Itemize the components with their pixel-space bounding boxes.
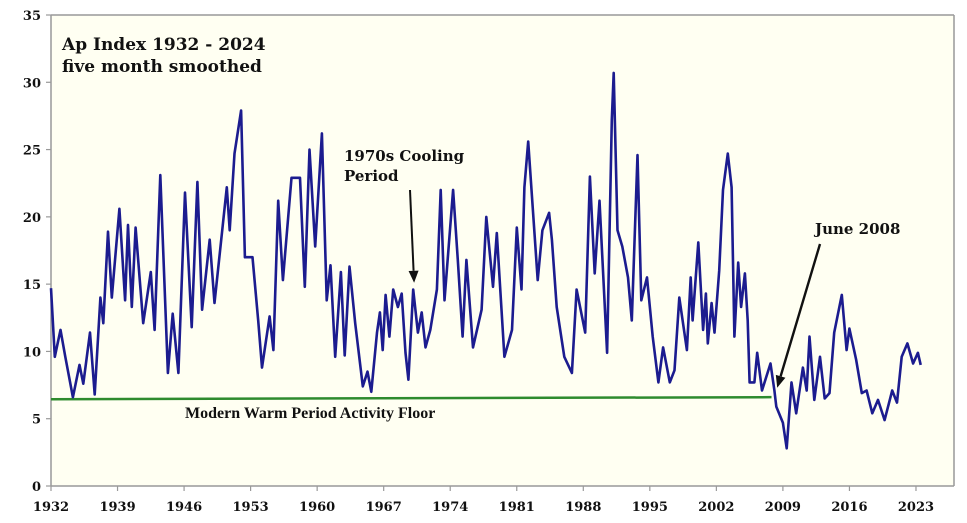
x-tick-label: 1981 — [499, 500, 535, 515]
x-tick-label: 2016 — [831, 500, 867, 515]
x-tick-label: 1946 — [166, 500, 202, 515]
x-tick-label: 1953 — [233, 500, 269, 515]
y-tick-label: 5 — [32, 413, 41, 428]
annotation-1970s-line2: Period — [344, 167, 399, 185]
x-tick-label: 1967 — [366, 500, 402, 515]
activity-floor-line — [50, 395, 772, 401]
x-tick-label: 1960 — [299, 500, 335, 515]
y-tick-label: 30 — [23, 76, 41, 91]
x-tick-label: 2023 — [898, 500, 934, 515]
x-tick-label: 2009 — [765, 500, 801, 515]
annotation-june-2008: June 2008 — [813, 220, 900, 238]
plot-background — [51, 15, 954, 486]
x-tick-label: 2002 — [698, 500, 734, 515]
arrow-1970s-cooling — [408, 189, 419, 283]
annotation-1970s-line1: 1970s Cooling — [344, 147, 465, 165]
y-axis-ticks: 0 5 10 15 20 25 30 35 — [23, 9, 51, 495]
x-tick-label: 1932 — [33, 500, 69, 515]
y-tick-label: 10 — [23, 345, 41, 360]
floor-label: Modern Warm Period Activity Floor — [185, 405, 435, 422]
y-tick-label: 35 — [23, 9, 41, 24]
y-tick-label: 15 — [23, 278, 41, 293]
x-tick-label: 1995 — [632, 500, 668, 515]
x-tick-label: 1974 — [432, 500, 468, 515]
y-tick-label: 0 — [32, 480, 41, 495]
y-tick-label: 20 — [23, 211, 41, 226]
x-axis-ticks: 1932 1939 1946 1953 1960 1967 1974 1981 1988 1995… — [33, 486, 934, 515]
arrow-june-2008 — [775, 243, 822, 388]
x-tick-label: 1988 — [565, 500, 601, 515]
x-tick-label: 1939 — [99, 500, 135, 515]
ap-index-series-line — [49, 71, 922, 450]
chart-subtitle: five month smoothed — [62, 57, 262, 77]
y-tick-label: 25 — [23, 144, 41, 159]
chart-title: Ap Index 1932 - 2024 — [61, 35, 266, 55]
